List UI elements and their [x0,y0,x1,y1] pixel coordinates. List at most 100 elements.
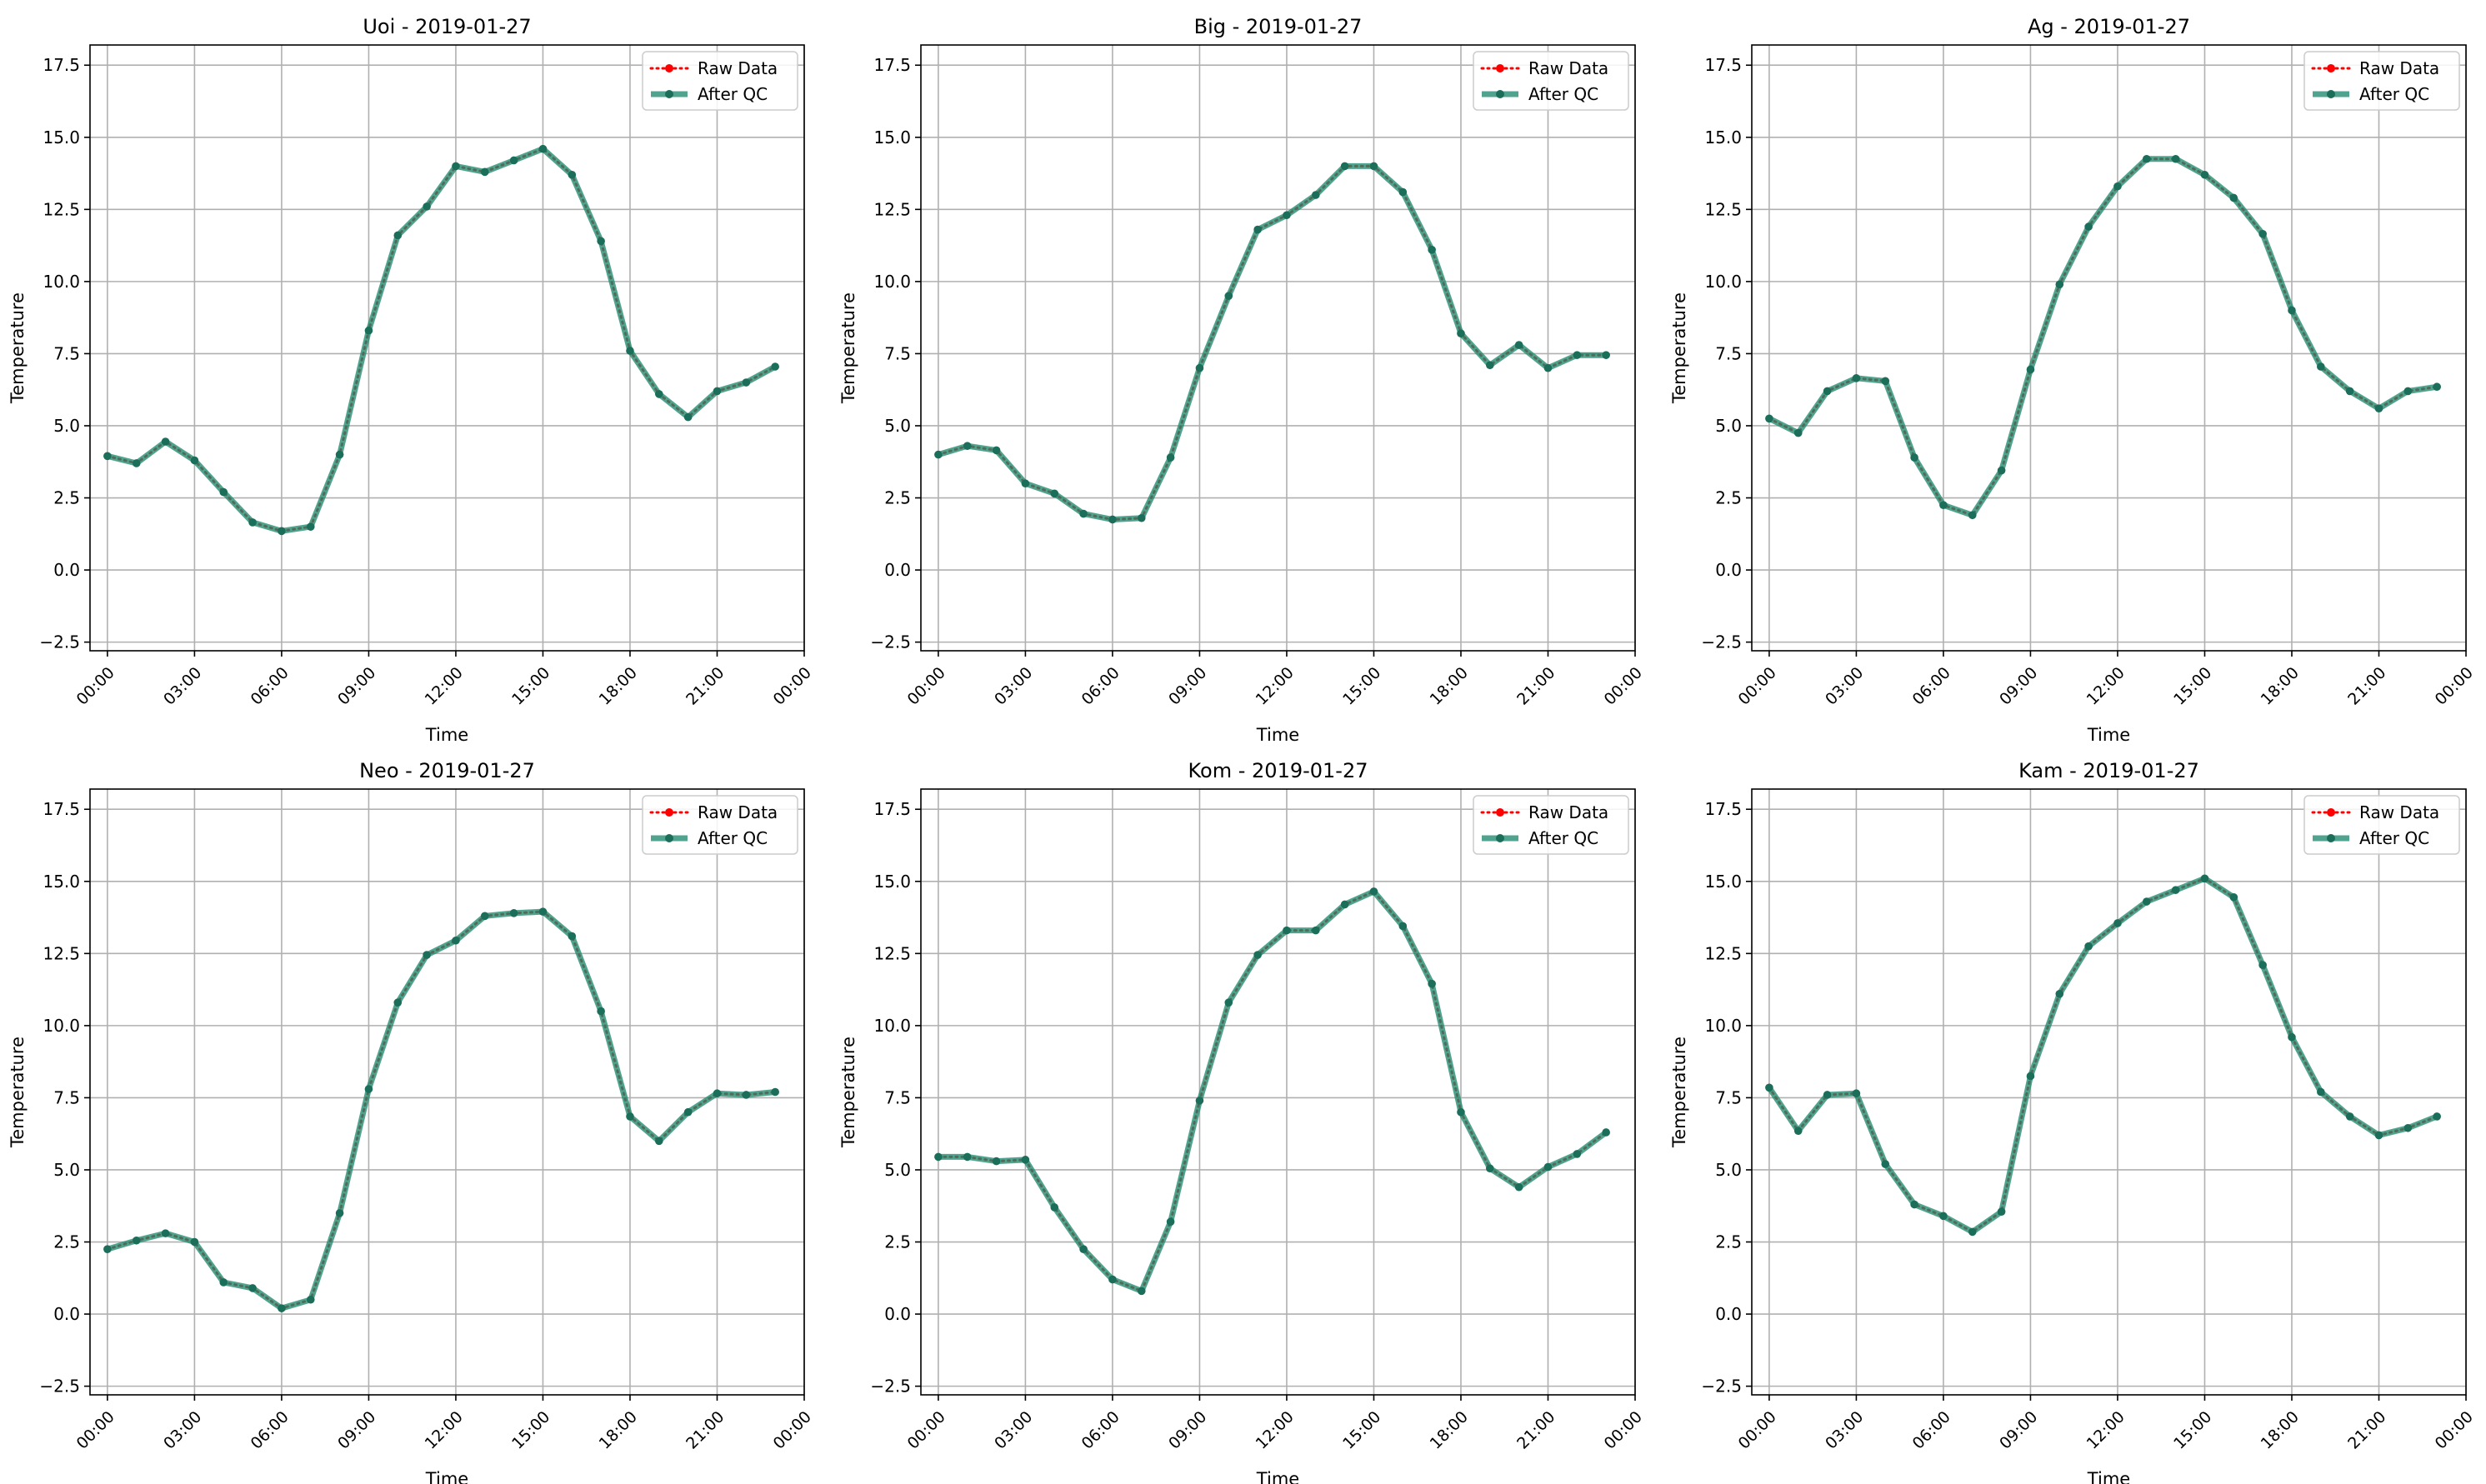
y-axis-label: Temperature [1669,1037,1689,1148]
point-qc [1283,926,1291,935]
axes-frame [89,788,805,1396]
legend-label-qc: After QC [698,828,768,848]
point-qc [2113,182,2122,191]
series-line-qc [938,888,1608,1294]
x-tick-label: 00:00 [904,663,949,708]
legend-label-raw: Raw Data [2359,802,2439,822]
x-tick-label: 18:00 [596,1407,641,1452]
point-qc [2229,193,2238,202]
point-qc [1823,387,1832,396]
legend-label-raw: Raw Data [1528,802,1608,822]
x-tick-label: 03:00 [991,1407,1036,1452]
point-qc [597,1007,605,1016]
point-qc [1939,1212,1948,1221]
y-tick-label: 2.5 [884,488,911,508]
x-tick-label: 03:00 [1822,663,1867,708]
plot-area [921,789,1635,1395]
legend-marker-qc [665,834,673,842]
point-qc [2288,1032,2296,1042]
point-qc [1881,377,1890,386]
y-tick-label: 0.0 [53,560,80,580]
y-tick-label: 2.5 [1715,1232,1742,1252]
x-tick-label: 21:00 [2344,663,2389,708]
point-qc [2084,942,2093,951]
point-qc [364,1085,373,1093]
series-line-qc [1766,875,2438,1235]
x-tick-label: 15:00 [508,663,553,708]
y-tick-label: 5.0 [1715,1160,1742,1180]
legend-label-raw: Raw Data [698,58,778,78]
y-tick-label: 10.0 [43,272,80,292]
point-qc [538,144,548,153]
x-tick-label: 21:00 [1513,1407,1558,1452]
y-tick-label: 7.5 [53,343,80,363]
point-qc [2374,404,2383,413]
point-qc [934,1152,943,1162]
point-qc [2171,154,2180,163]
point-qc [2317,1087,2325,1097]
x-tick-label: 18:00 [596,663,641,708]
x-tick-label: 12:00 [1253,663,1298,708]
x-tick-label: 21:00 [2344,1407,2389,1452]
point-qc [1398,922,1408,931]
point-qc [713,387,722,396]
point-qc [1369,887,1378,896]
y-tick-label: 10.0 [1704,1016,1742,1036]
legend-marker-raw [665,808,673,817]
y-tick-label: 10.0 [873,272,911,292]
point-qc [1457,1107,1465,1117]
point-qc [1050,489,1059,498]
legend-marker-raw [2327,808,2335,817]
point-qc [1793,428,1803,437]
point-qc [1852,1089,1861,1098]
point-qc [655,390,663,398]
y-tick-label: 15.0 [43,127,80,147]
point-qc [2403,387,2413,396]
point-qc [1166,453,1175,462]
legend-label-qc: After QC [698,84,768,104]
point-qc [1050,1203,1059,1212]
point-qc [161,437,170,446]
point-qc [306,522,315,531]
legend: Raw Data After QC [1473,795,1629,855]
point-qc [423,951,431,959]
x-tick-label: 00:00 [2432,663,2477,708]
y-tick-label: 12.5 [873,199,911,219]
y-tick-label: 17.5 [43,799,80,819]
point-qc [1793,1127,1803,1136]
point-qc [480,912,489,921]
point-qc [1823,1091,1832,1099]
series-line-qc [1768,156,2438,518]
x-tick-label: 15:00 [508,1407,553,1452]
x-tick-label: 00:00 [1735,663,1780,708]
point-qc [103,452,112,461]
legend: Raw Data After QC [1473,51,1629,111]
point-qc [393,998,403,1007]
point-qc [2171,886,2180,894]
point-qc [335,450,344,459]
point-qc [742,378,751,387]
point-qc [2055,280,2064,289]
x-tick-label: 12:00 [1253,1407,1298,1452]
point-qc [655,1137,663,1146]
legend-marker-raw [1496,808,1504,817]
point-qc [1968,511,1977,520]
point-qc [1428,245,1436,254]
y-tick-label: 12.5 [43,199,80,219]
x-tick-label: 00:00 [904,1407,949,1452]
point-qc [423,202,431,211]
x-axis-label: Time [1256,725,1299,745]
y-tick-label: 15.0 [1704,872,1742,892]
point-qc [1997,1207,2006,1216]
point-qc [538,907,548,916]
legend: Raw Data After QC [642,795,798,855]
point-qc [1398,187,1408,197]
point-qc [2200,874,2209,883]
legend: Raw Data After QC [2303,51,2460,111]
x-tick-label: 00:00 [770,663,815,708]
y-axis-label: Temperature [8,1037,28,1148]
point-qc [306,1295,315,1304]
y-tick-label: −2.5 [870,632,911,652]
point-qc [1224,292,1233,300]
legend-marker-raw [665,64,673,72]
